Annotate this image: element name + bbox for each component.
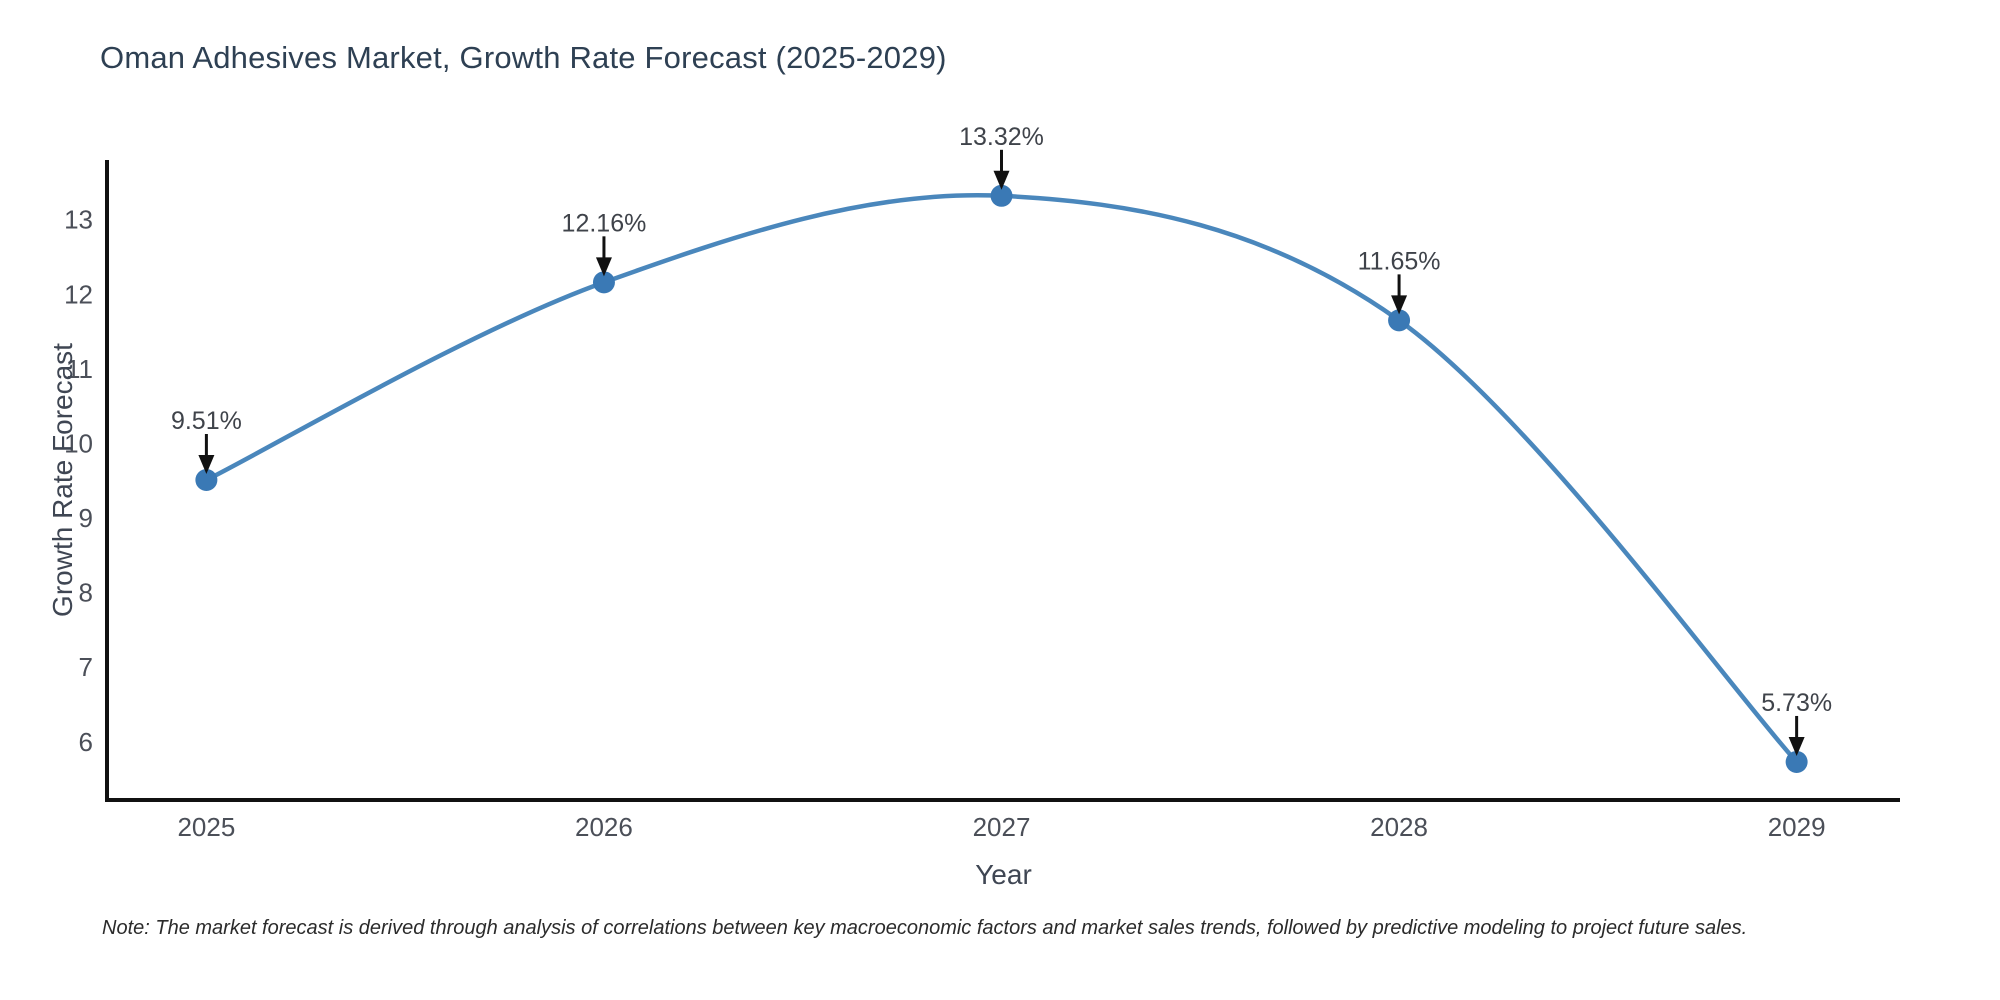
data-point-label: 12.16% [562, 209, 647, 237]
y-axis-title: Growth Rate Forecast [47, 343, 78, 617]
annotation-arrow-head [1788, 736, 1805, 756]
data-point-label: 5.73% [1761, 689, 1832, 717]
x-axis-title: Year [975, 859, 1032, 890]
y-tick-label: 10 [64, 428, 93, 458]
annotation-arrow-head [595, 257, 612, 277]
methodology-note: Note: The market forecast is derived thr… [102, 917, 1748, 939]
data-point-marker [1388, 309, 1411, 332]
y-tick-label: 8 [79, 578, 93, 608]
trace-line [204, 192, 1799, 765]
y-tick-label: 6 [79, 727, 93, 757]
x-tick-label: 2025 [177, 812, 235, 842]
data-point-marker [195, 469, 218, 491]
chart-title: Oman Adhesives Market, Growth Rate Forec… [100, 40, 947, 75]
x-tick-label: 2029 [1768, 812, 1826, 842]
data-point-marker [1785, 750, 1808, 773]
data-point-label: 11.65% [1358, 247, 1441, 275]
annotation-arrow-head [1391, 295, 1408, 315]
data-point-label: 9.51% [171, 407, 242, 435]
axis-spines [105, 160, 1900, 802]
annotation-arrow-head [198, 455, 215, 474]
annotation-arrow-head [993, 170, 1010, 190]
y-tick-label: 13 [64, 205, 93, 235]
x-tick-label: 2027 [973, 812, 1031, 842]
y-tick-label: 9 [79, 503, 93, 533]
data-point-marker [990, 184, 1013, 207]
x-tick-label: 2026 [575, 812, 633, 842]
y-tick-label: 7 [79, 652, 93, 682]
y-tick-label: 12 [64, 279, 93, 309]
x-tick-label: 2028 [1370, 812, 1428, 842]
data-point-label: 13.32% [959, 123, 1044, 151]
y-tick-label: 11 [66, 354, 93, 384]
data-point-marker [592, 271, 615, 294]
